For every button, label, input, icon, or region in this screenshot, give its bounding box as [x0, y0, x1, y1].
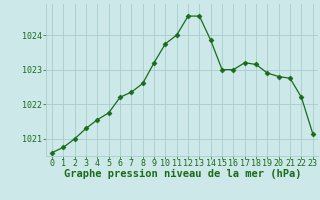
X-axis label: Graphe pression niveau de la mer (hPa): Graphe pression niveau de la mer (hPa)	[64, 169, 301, 179]
